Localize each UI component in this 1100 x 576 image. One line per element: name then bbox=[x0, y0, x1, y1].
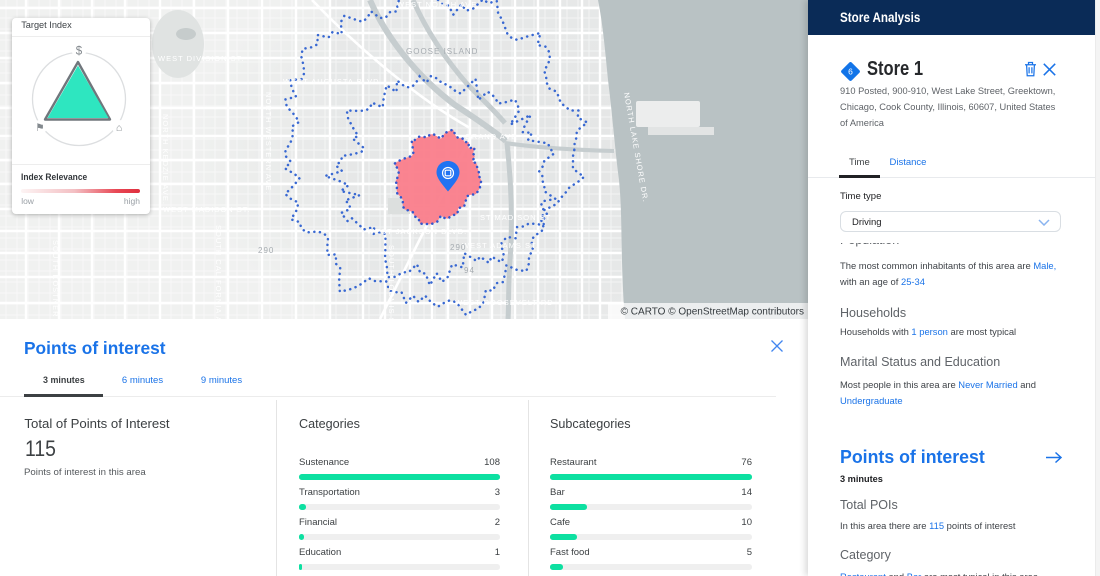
svg-text:⚑: ⚑ bbox=[35, 122, 44, 134]
svg-text:NORTH KEDZIE AVE.: NORTH KEDZIE AVE. bbox=[161, 114, 170, 205]
svg-text:94: 94 bbox=[464, 266, 475, 275]
svg-text:SOUTH LOOMIS ST: SOUTH LOOMIS ST bbox=[387, 245, 396, 319]
svg-text:GRAND AVE: GRAND AVE bbox=[465, 132, 517, 141]
svg-text:290: 290 bbox=[450, 243, 466, 252]
svg-text:SOUTH KOSTNER AVE: SOUTH KOSTNER AVE bbox=[51, 240, 60, 319]
svg-text:SOUTH CALIFORNIA AVE: SOUTH CALIFORNIA AVE bbox=[214, 225, 223, 319]
svg-text:WEST AUGUSTA BLVD.: WEST AUGUSTA BLVD. bbox=[283, 77, 383, 86]
svg-text:WEST DIVISION ST.: WEST DIVISION ST. bbox=[158, 54, 244, 63]
svg-text:WEST JACKSON BLVD.: WEST JACKSON BLVD. bbox=[367, 227, 467, 236]
svg-text:6: 6 bbox=[848, 67, 853, 77]
svg-text:290: 290 bbox=[258, 246, 274, 255]
svg-text:WEST ADAMS ST.: WEST ADAMS ST. bbox=[462, 241, 539, 250]
svg-text:ST MADISON ST: ST MADISON ST bbox=[480, 213, 551, 222]
svg-text:GOOSE ISLAND: GOOSE ISLAND bbox=[406, 47, 478, 56]
svg-text:⌂: ⌂ bbox=[116, 122, 122, 134]
svg-text:NORTH WESTERN AVE.: NORTH WESTERN AVE. bbox=[264, 92, 273, 194]
svg-text:WEST NORTH AVE: WEST NORTH AVE bbox=[397, 0, 477, 9]
svg-text:WEST ROOSEVELT RD: WEST ROOSEVELT RD bbox=[455, 298, 554, 307]
svg-text:© CARTO © OpenStreetMap contri: © CARTO © OpenStreetMap contributors bbox=[621, 307, 804, 318]
svg-text:$: $ bbox=[76, 46, 83, 58]
svg-text:WEST MADISON ST.: WEST MADISON ST. bbox=[163, 205, 251, 214]
